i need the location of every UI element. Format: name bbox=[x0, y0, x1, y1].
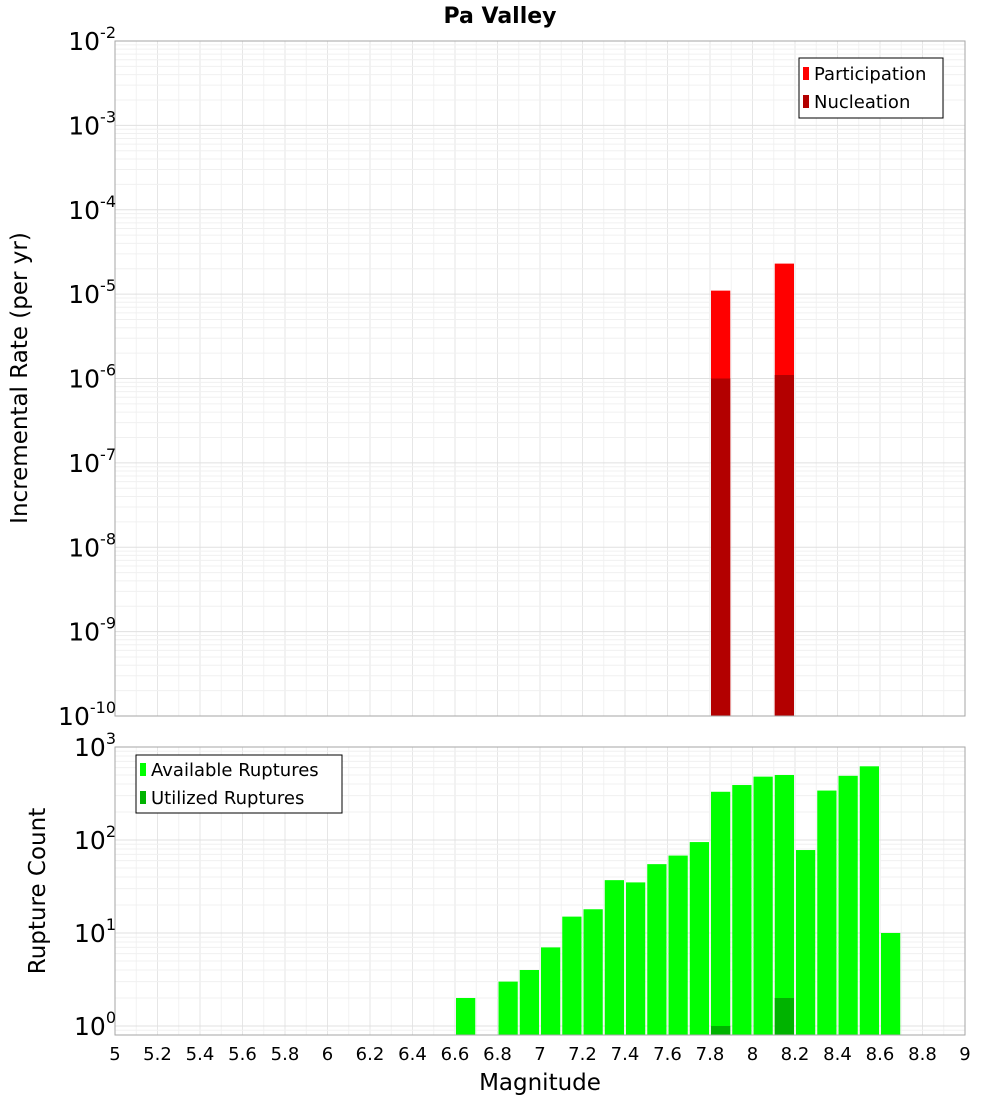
x-axis-label: Magnitude bbox=[479, 1070, 601, 1096]
nucleation-bar bbox=[774, 375, 794, 716]
available-ruptures-bar bbox=[774, 774, 794, 1035]
available-ruptures-bar bbox=[881, 932, 901, 1035]
rate-y-axis-ticks: 10-2 10-3 10-4 10-5 10-6 10-7 10-8 10-9 10-10 bbox=[58, 23, 116, 731]
x-tick-label: 7.4 bbox=[611, 1044, 640, 1065]
x-tick-label: 8.4 bbox=[823, 1044, 852, 1065]
count-legend: Available Ruptures Utilized Ruptures bbox=[135, 754, 343, 814]
rate-plot-frame bbox=[114, 40, 966, 717]
available-ruptures-bar bbox=[541, 947, 561, 1035]
x-tick-label: 5.2 bbox=[143, 1044, 172, 1065]
utilized-ruptures-bar bbox=[711, 1025, 731, 1035]
available-ruptures-bar bbox=[562, 916, 582, 1035]
count-legend-box bbox=[135, 754, 343, 814]
count-plot-panel: 103 102 101 100 Rupture Count Available Rup… bbox=[25, 729, 966, 1041]
available-ruptures-bar bbox=[456, 997, 476, 1035]
available-legend-label: Available Ruptures bbox=[151, 760, 319, 781]
x-tick-label: 6.4 bbox=[398, 1044, 427, 1065]
available-ruptures-bar bbox=[498, 981, 518, 1035]
available-ruptures-bar bbox=[796, 850, 816, 1035]
count-y-axis-label: Rupture Count bbox=[25, 808, 51, 974]
rate-plot-grid bbox=[114, 40, 966, 717]
available-legend-swatch bbox=[140, 763, 146, 776]
count-y-tick-label: 103 bbox=[74, 729, 116, 762]
participation-legend-label: Participation bbox=[814, 64, 926, 85]
rate-legend: Participation Nucleation bbox=[798, 57, 944, 119]
utilized-ruptures-bar bbox=[774, 997, 794, 1035]
rate-legend-box bbox=[798, 57, 944, 119]
nucleation-bar bbox=[711, 378, 731, 716]
available-ruptures-bar bbox=[817, 790, 837, 1035]
nucleation-legend-label: Nucleation bbox=[814, 92, 910, 113]
x-tick-label: 8.2 bbox=[781, 1044, 810, 1065]
x-tick-label: 8 bbox=[747, 1044, 758, 1065]
available-ruptures-bar bbox=[753, 776, 773, 1035]
rate-y-tick-label: 10-4 bbox=[68, 192, 116, 225]
rate-y-axis-label: Incremental Rate (per yr) bbox=[7, 232, 33, 524]
x-tick-label: 7 bbox=[534, 1044, 545, 1065]
participation-legend-swatch bbox=[803, 67, 809, 80]
x-tick-label: 5 bbox=[109, 1044, 120, 1065]
x-tick-label: 6.8 bbox=[483, 1044, 512, 1065]
x-axis-ticks: 5 5.2 5.4 5.6 5.8 6 6.2 6.4 6.6 6.8 7 7.2 7.4 7.6 7.8 8… bbox=[109, 1044, 970, 1065]
available-ruptures-bar bbox=[647, 864, 667, 1035]
available-ruptures-bar bbox=[604, 880, 624, 1035]
count-plot-bars bbox=[456, 766, 901, 1035]
available-ruptures-bar bbox=[838, 775, 858, 1035]
x-tick-label: 5.4 bbox=[186, 1044, 215, 1065]
x-tick-label: 6 bbox=[322, 1044, 333, 1065]
count-y-axis-ticks: 103 102 101 100 bbox=[74, 729, 116, 1041]
available-ruptures-bar bbox=[732, 785, 752, 1035]
count-y-tick-label: 101 bbox=[74, 915, 116, 948]
count-plot-frame bbox=[114, 746, 966, 1036]
utilized-legend-swatch bbox=[140, 791, 146, 804]
x-tick-label: 8.6 bbox=[866, 1044, 895, 1065]
rate-y-tick-label: 10-2 bbox=[68, 23, 116, 56]
available-ruptures-bar bbox=[859, 766, 879, 1035]
rate-y-tick-label: 10-7 bbox=[68, 445, 116, 478]
rate-y-tick-label: 10-6 bbox=[68, 361, 116, 394]
rate-y-tick-label: 10-9 bbox=[68, 614, 116, 647]
chart-title: Pa Valley bbox=[443, 4, 556, 29]
available-ruptures-bar bbox=[519, 969, 539, 1035]
x-tick-label: 7.2 bbox=[568, 1044, 597, 1065]
utilized-legend-label: Utilized Ruptures bbox=[151, 788, 304, 809]
rate-y-tick-label: 10-10 bbox=[58, 698, 116, 731]
nucleation-legend-swatch bbox=[803, 95, 809, 108]
x-tick-label: 6.2 bbox=[356, 1044, 385, 1065]
count-y-tick-label: 100 bbox=[74, 1008, 116, 1041]
available-ruptures-bar bbox=[626, 882, 646, 1035]
x-tick-label: 6.6 bbox=[441, 1044, 470, 1065]
available-ruptures-bar bbox=[689, 842, 709, 1035]
available-ruptures-bar bbox=[668, 855, 688, 1035]
rate-plot-panel: 10-2 10-3 10-4 10-5 10-6 10-7 10-8 10-9 10-10 In… bbox=[7, 23, 966, 731]
x-tick-label: 7.6 bbox=[653, 1044, 682, 1065]
available-ruptures-bar bbox=[711, 791, 731, 1035]
count-y-tick-label: 102 bbox=[74, 822, 116, 855]
x-tick-label: 9 bbox=[959, 1044, 970, 1065]
x-tick-label: 5.8 bbox=[271, 1044, 300, 1065]
x-tick-label: 5.6 bbox=[228, 1044, 257, 1065]
x-tick-label: 8.8 bbox=[908, 1044, 937, 1065]
rate-y-tick-label: 10-3 bbox=[68, 107, 116, 140]
available-ruptures-bar bbox=[583, 909, 603, 1035]
rate-plot-bars bbox=[711, 263, 794, 716]
x-tick-label: 7.8 bbox=[696, 1044, 725, 1065]
rate-y-tick-label: 10-8 bbox=[68, 529, 116, 562]
rate-y-tick-label: 10-5 bbox=[68, 276, 116, 309]
